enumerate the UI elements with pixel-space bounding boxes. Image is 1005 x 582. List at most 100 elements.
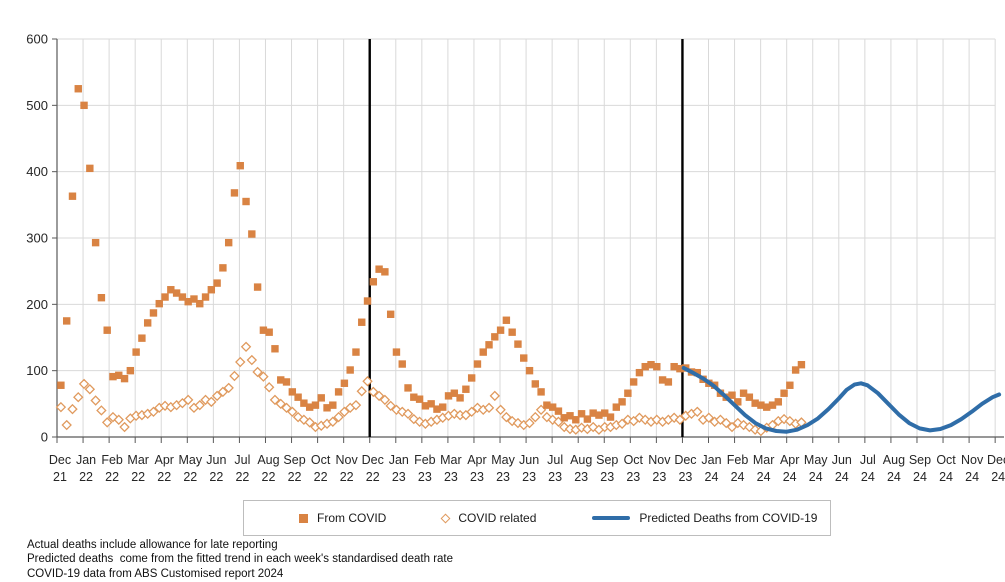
from-covid-point [352,348,360,356]
covid-related-point [692,406,703,418]
x-tick-year-label: 23 [392,470,406,484]
covid-related-point [252,366,263,378]
from-covid-point [595,411,603,419]
from-covid-point [780,389,788,397]
from-covid-point [450,389,459,397]
x-tick-year-label: 22 [235,470,249,484]
from-covid-point [213,279,221,287]
from-covid-point [548,403,557,411]
from-covid-point [560,414,568,422]
from-covid-point [277,376,285,384]
covid-related-point [506,415,518,427]
x-tick-month-label: Aug [257,453,279,467]
from-covid-point [305,403,314,411]
from-covid-point [248,230,256,238]
from-covid-point [74,85,82,93]
from-covid-point [566,412,574,420]
from-covid-point [601,409,609,417]
x-tick-month-label: Jan [389,453,409,467]
x-tick-year-label: 24 [809,470,823,484]
from-covid-point [323,404,331,412]
from-covid-point [618,398,626,406]
from-covid-point [271,345,279,353]
covid-related-point [379,394,391,406]
covid-related-point [194,399,205,411]
from-covid-point [433,405,441,413]
from-covid-point [340,379,349,387]
from-covid-point [155,299,163,308]
covid-related-point [67,403,78,415]
footnote-1: Actual deaths include allowance for late… [27,539,278,551]
x-tick-month-label: May [178,453,202,467]
x-tick-year-label: 22 [209,470,223,484]
legend-item-covid-related: COVID related [440,511,536,525]
from-covid-point [462,385,470,393]
from-covid-point [109,372,117,381]
from-covid-point [508,328,516,336]
covid-related-point [391,404,402,416]
x-tick-month-label: Feb [101,453,123,467]
from-covid-point [196,299,204,308]
x-tick-month-label: Oct [936,453,956,467]
covid-related-point [524,417,535,429]
from-covid-point [647,360,655,369]
from-covid-point [161,293,169,301]
x-tick-year-label: 24 [939,470,953,484]
x-tick-month-label: Apr [780,453,799,467]
x-tick-year-label: 22 [262,470,276,484]
from-covid-point [658,376,667,384]
covid-related-point [408,413,420,425]
covid-related-point [541,411,553,423]
x-tick-month-label: Apr [467,453,486,467]
covid-related-point [616,418,628,429]
chart-legend: From COVID COVID related Predicted Death… [243,500,831,536]
from-covid-point [410,393,418,401]
covid-related-point [402,408,414,420]
x-tick-month-label: May [804,453,828,467]
from-covid-point [444,392,453,400]
covid-related-point [119,421,130,433]
footnote-3: COVID-19 data from ABS Customised report… [27,567,284,580]
from-covid-point [138,334,146,342]
from-covid-point [167,286,175,294]
covid-related-point [333,411,344,423]
x-tick-year-label: 23 [548,470,562,484]
covid-related-point [281,402,292,414]
from-covid-point [734,398,742,406]
from-covid-point [178,293,187,301]
from-covid-point [126,366,135,375]
from-covid-point [398,360,406,368]
from-covid-point [589,409,597,417]
from-covid-point [485,341,493,349]
from-covid-point [612,403,620,411]
y-tick-label: 600 [26,32,48,47]
from-covid-point [757,401,765,409]
x-tick-year-label: 24 [705,470,719,484]
x-tick-year-label: 23 [574,470,588,484]
covid-related-point [148,406,159,418]
covid-related-point [206,396,217,408]
x-tick-year-label: 22 [340,470,354,484]
from-covid-point [184,297,192,306]
covid-related-point [96,405,107,416]
from-covid-point [242,197,250,206]
from-covid-point [583,415,592,423]
y-tick-label: 500 [26,98,48,113]
legend-item-predicted: Predicted Deaths from COVID-19 [592,511,817,525]
x-tick-month-label: Jan [76,453,96,467]
x-tick-month-label: Nov [336,453,359,467]
covid-related-point [84,384,96,395]
covid-related-point [223,382,234,394]
from-covid-point [375,265,383,273]
covid-related-point [217,386,229,398]
x-tick-month-label: Dec [49,453,71,467]
from-covid-point [728,391,736,399]
from-covid-point [525,366,534,375]
from-covid-point [57,381,65,389]
covid-related-point [229,370,240,382]
from-covid-point [224,238,233,247]
x-tick-year-label: 22 [157,470,171,484]
covid-related-swatch-icon [440,513,451,523]
from-covid-point [641,362,649,371]
